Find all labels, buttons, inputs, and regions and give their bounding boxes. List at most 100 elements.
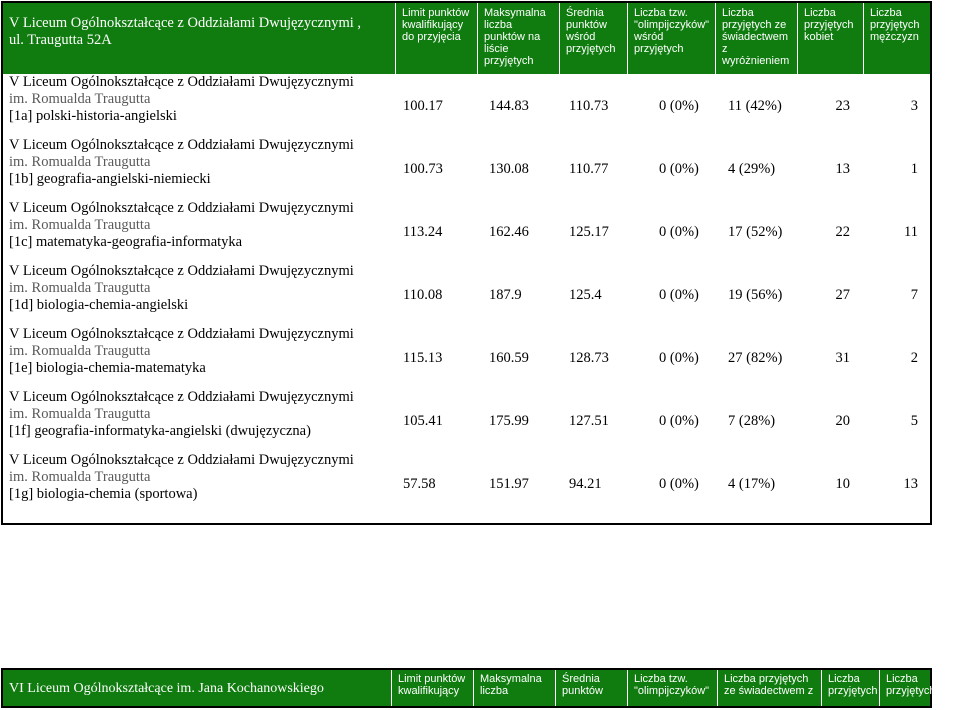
school-title-line: V Liceum Ogólnokształcące z Oddziałami D…: [9, 15, 362, 31]
header-honors: Liczba przyjętych ze świadectwem z wyróżnien…: [715, 3, 797, 74]
school-name: V Liceum Ogólnokształcące z Oddziałami D…: [9, 200, 354, 216]
header-line: Liczba: [828, 673, 860, 685]
header-honors: Liczba przyjętych ze świadectwem z: [717, 670, 821, 706]
table-row: V Liceum Ogólnokształcące z Oddziałami D…: [3, 137, 930, 200]
row-school-info: V Liceum Ogólnokształcące z Oddziałami D…: [9, 452, 399, 503]
header-line: przyjętych: [484, 55, 534, 67]
cell-women: 27: [835, 287, 851, 303]
cell-honors: 7 (28%): [728, 413, 776, 429]
header-line: przyjętych: [804, 19, 854, 31]
school-patron: im. Romualda Traugutta: [9, 406, 151, 422]
header-line: Liczba: [886, 673, 918, 685]
header-women: Liczba przyjętych: [821, 670, 879, 706]
table-row: V Liceum Ogólnokształcące z Oddziałami D…: [3, 326, 930, 389]
admissions-table-v-lo: V Liceum Ogólnokształcące z Oddziałami D…: [1, 1, 932, 525]
school-name: V Liceum Ogólnokształcące z Oddziałami D…: [9, 263, 354, 279]
cell-olympians: 0 (0%): [659, 224, 699, 240]
header-line: z: [722, 43, 728, 55]
cell-women: 22: [835, 224, 851, 240]
header-men: Liczba przyjętych mężczyzn: [863, 3, 932, 74]
cell-olympians: 0 (0%): [659, 98, 699, 114]
cell-limit: 110.08: [403, 287, 443, 303]
header-line: liście: [484, 43, 509, 55]
cell-max: 151.97: [489, 476, 529, 492]
cell-olympians: 0 (0%): [659, 413, 699, 429]
school-patron: im. Romualda Traugutta: [9, 217, 151, 233]
cell-men: 3: [910, 98, 918, 114]
header-line: przyjętych ze: [722, 19, 787, 31]
cell-limit: 115.13: [403, 350, 443, 366]
header-line: Liczba tzw.: [634, 7, 688, 19]
header-max: Maksymalna liczba: [473, 670, 555, 706]
header-line: kobiet: [804, 31, 834, 43]
table-row: V Liceum Ogólnokształcące z Oddziałami D…: [3, 452, 930, 515]
cell-olympians: 0 (0%): [659, 161, 699, 177]
class-profile: [1d] biologia-chemia-angielski: [9, 297, 189, 313]
school-name: V Liceum Ogólnokształcące z Oddziałami D…: [9, 326, 354, 342]
school-name: V Liceum Ogólnokształcące z Oddziałami D…: [9, 74, 354, 90]
school-name: V Liceum Ogólnokształcące z Oddziałami D…: [9, 389, 354, 405]
class-profile: [1e] biologia-chemia-matematyka: [9, 360, 206, 376]
cell-men: 11: [904, 224, 918, 240]
header-line: mężczyzn: [870, 31, 919, 43]
header-line: przyjętych: [634, 43, 684, 55]
cell-honors: 11 (42%): [728, 98, 782, 114]
header-line: wśród: [566, 31, 596, 43]
row-school-info: V Liceum Ogólnokształcące z Oddziałami D…: [9, 326, 399, 377]
cell-max: 162.46: [489, 224, 529, 240]
cell-max: 187.9: [489, 287, 522, 303]
school-patron: im. Romualda Traugutta: [9, 469, 151, 485]
header-line: przyjętych: [566, 43, 616, 55]
header-line: Limit punktów: [398, 673, 466, 685]
header-line: Średnia: [566, 7, 604, 19]
cell-max: 175.99: [489, 413, 529, 429]
cell-max: 160.59: [489, 350, 529, 366]
cell-honors: 4 (29%): [728, 161, 776, 177]
school-address-line: ul. Traugutta 52A: [9, 32, 112, 48]
cell-men: 5: [910, 413, 918, 429]
cell-men: 7: [910, 287, 918, 303]
admissions-table-vi-lo: VI Liceum Ogólnokształcące im. Jana Koch…: [1, 668, 936, 708]
school-patron: im. Romualda Traugutta: [9, 343, 151, 359]
header-olympians: Liczba tzw. "olimpijczyków" wśród przyjętyc…: [627, 3, 715, 74]
header-line: "olimpijczyków": [634, 685, 710, 697]
cell-avg: 110.73: [569, 98, 609, 114]
table-header: VI Liceum Ogólnokształcące im. Jana Koch…: [3, 670, 936, 706]
cell-avg: 125.17: [569, 224, 609, 240]
cell-avg: 94.21: [569, 476, 602, 492]
header-line: liczba: [480, 685, 509, 697]
header-line: kwalifikujący: [402, 19, 464, 31]
cell-women: 23: [835, 98, 851, 114]
table-row: V Liceum Ogólnokształcące z Oddziałami D…: [3, 389, 930, 452]
header-men: Liczba przyjętych: [879, 670, 936, 706]
header-line: punktów na: [484, 31, 541, 43]
class-profile: [1b] geografia-angielski-niemiecki: [9, 171, 211, 187]
table-row: V Liceum Ogólnokształcące z Oddziałami D…: [3, 200, 930, 263]
header-line: Limit punktów: [402, 7, 470, 19]
header-line: Liczba: [722, 7, 754, 19]
cell-limit: 113.24: [403, 224, 443, 240]
cell-women: 10: [835, 476, 851, 492]
school-patron: im. Romualda Traugutta: [9, 91, 151, 107]
class-profile: [1a] polski-historia-angielski: [9, 108, 177, 124]
class-profile: [1c] matematyka-geografia-informatyka: [9, 234, 243, 250]
cell-avg: 128.73: [569, 350, 609, 366]
header-line: punktów: [562, 685, 603, 697]
header-line: świadectwem: [722, 31, 789, 43]
cell-limit: 100.17: [403, 98, 443, 114]
header-line: Liczba przyjętych: [724, 673, 809, 685]
cell-olympians: 0 (0%): [659, 350, 699, 366]
header-line: Liczba tzw.: [634, 673, 688, 685]
header-school-title: VI Liceum Ogólnokształcące im. Jana Koch…: [9, 681, 324, 696]
school-name: V Liceum Ogólnokształcące z Oddziałami D…: [9, 452, 354, 468]
header-line: przyjętych: [828, 685, 878, 697]
school-patron: im. Romualda Traugutta: [9, 280, 151, 296]
cell-honors: 4 (17%): [728, 476, 776, 492]
cell-olympians: 0 (0%): [659, 476, 699, 492]
table-row: V Liceum Ogólnokształcące z Oddziałami D…: [3, 74, 930, 137]
cell-men: 1: [910, 161, 918, 177]
row-school-info: V Liceum Ogólnokształcące z Oddziałami D…: [9, 74, 399, 125]
school-patron: im. Romualda Traugutta: [9, 154, 151, 170]
cell-women: 13: [835, 161, 851, 177]
table-header: V Liceum Ogólnokształcące z Oddziałami D…: [3, 3, 930, 74]
